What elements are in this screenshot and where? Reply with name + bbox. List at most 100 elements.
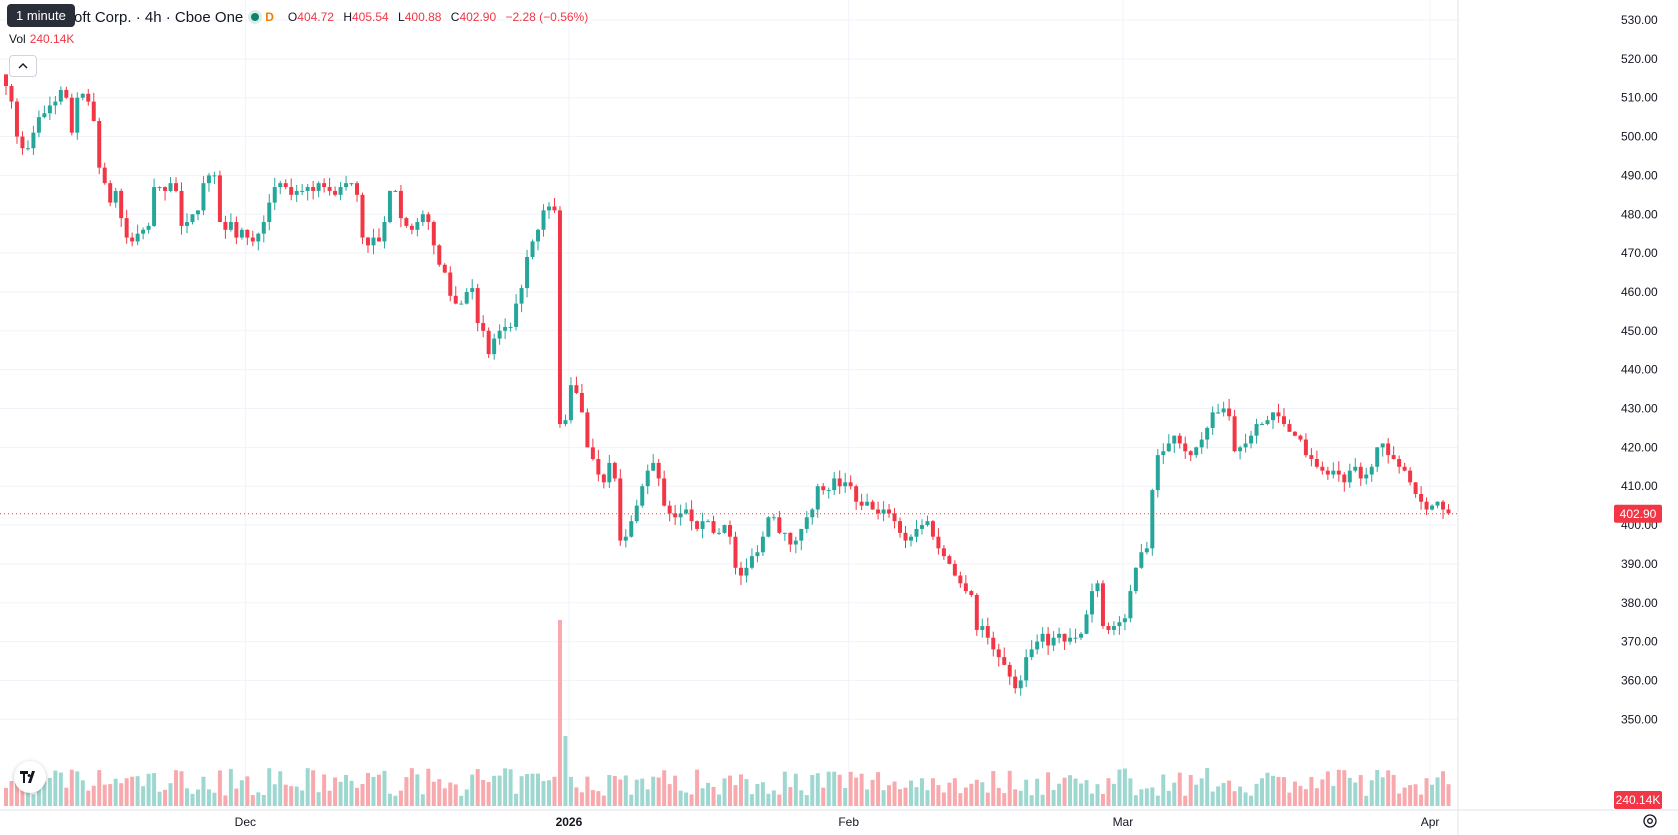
volume-bar <box>1249 795 1254 806</box>
volume-bar <box>887 785 892 806</box>
volume-bar <box>1287 792 1292 806</box>
candle-body <box>1095 583 1100 592</box>
candle-body <box>963 583 968 592</box>
volume-bar <box>486 782 491 806</box>
volume-bar <box>42 781 47 806</box>
candle-body <box>305 187 310 191</box>
volume-bar <box>119 783 124 806</box>
candle-body <box>371 237 376 246</box>
candle-body <box>146 225 151 230</box>
candle-body <box>508 326 513 328</box>
volume-bar <box>437 779 442 806</box>
candle-body <box>557 210 562 425</box>
volume-bar <box>239 780 244 806</box>
volume-bar <box>1435 777 1440 806</box>
candle-body <box>503 326 508 331</box>
interval-tooltip: 1 minute <box>7 4 75 27</box>
price-tick-label: 360.00 <box>1621 673 1658 687</box>
volume-bar <box>859 773 864 806</box>
volume-bar <box>80 780 85 806</box>
candle-body <box>250 237 255 242</box>
candle-body <box>782 532 787 534</box>
tradingview-logo[interactable] <box>14 761 46 793</box>
ohlc-values: O404.72 H405.54 L400.88 C402.90 −2.28 (−… <box>288 10 594 24</box>
settings-gear-icon[interactable] <box>1641 812 1659 830</box>
candle-body <box>1046 633 1051 646</box>
candle-body <box>261 222 266 234</box>
candle-body <box>113 190 118 203</box>
change-value: −2.28 (−0.56%) <box>505 10 589 24</box>
candle-body <box>119 190 124 219</box>
volume-bar <box>102 784 107 806</box>
candle-body <box>426 214 431 223</box>
volume-bar <box>300 790 305 806</box>
candle-body <box>552 206 557 211</box>
volume-bar <box>1238 786 1243 806</box>
volume-bar <box>316 792 321 806</box>
candle-body <box>623 536 628 541</box>
candle-body <box>514 303 519 327</box>
price-tick-label: 430.00 <box>1621 402 1658 416</box>
candle-body <box>1281 416 1286 425</box>
volume-bar <box>1298 785 1303 806</box>
candle-body <box>453 295 458 304</box>
candle-body <box>826 490 831 492</box>
candle-body <box>985 626 990 638</box>
volume-bar <box>1111 783 1116 806</box>
volume-bar <box>557 620 562 806</box>
volume-bar <box>420 794 425 806</box>
time-tick-label: Feb <box>838 815 859 829</box>
volume-bar <box>1342 770 1347 806</box>
volume-bar <box>492 775 497 806</box>
symbol-title[interactable]: oft Corp. · 4h · Cboe One <box>74 8 244 26</box>
volume-bar <box>536 773 541 806</box>
candle-body <box>563 420 568 425</box>
volume-bar <box>695 769 700 806</box>
candle-body <box>1358 466 1363 479</box>
candle-body <box>629 521 634 537</box>
last-price-badge <box>1614 504 1662 523</box>
candle-body <box>1397 459 1402 467</box>
candle-body <box>941 548 946 557</box>
volume-bar <box>826 771 831 806</box>
candle-body <box>409 225 414 230</box>
volume-bar <box>327 790 332 806</box>
candle-body <box>464 291 469 304</box>
candle-body <box>673 513 678 518</box>
candle-body <box>459 303 464 305</box>
volume-bar <box>1380 777 1385 806</box>
volume-bar <box>69 769 74 806</box>
volume-bar <box>206 789 211 806</box>
volume-bar <box>1139 789 1144 806</box>
candle-body <box>1238 447 1243 452</box>
candle-body <box>799 528 804 541</box>
collapse-legend-button[interactable] <box>9 55 37 77</box>
volume-bar <box>1271 775 1275 806</box>
volume-value: 240.14K <box>29 32 75 46</box>
market-status[interactable]: D <box>251 10 274 24</box>
volume-bar <box>278 771 283 806</box>
volume-bar <box>519 776 524 806</box>
volume-bar <box>651 776 656 806</box>
candle-body <box>755 552 760 557</box>
candle-body <box>991 637 996 650</box>
candle-body <box>585 412 590 448</box>
candle-body <box>1073 637 1078 639</box>
volume-bar <box>985 792 990 806</box>
volume-bar <box>711 786 716 806</box>
candle-body <box>1090 591 1094 615</box>
candle-body <box>925 521 930 526</box>
candle-body <box>283 183 288 188</box>
volume-bar <box>130 776 135 806</box>
candle-body <box>1161 451 1166 456</box>
volume-bar <box>459 795 464 806</box>
candle-body <box>1040 633 1045 642</box>
candle-body <box>344 183 349 188</box>
candle-body <box>1177 435 1182 444</box>
candle-body <box>733 536 738 568</box>
candle-body <box>1408 470 1413 483</box>
candle-body <box>174 183 179 191</box>
candle-body <box>316 183 321 191</box>
volume-bar <box>1106 778 1111 806</box>
